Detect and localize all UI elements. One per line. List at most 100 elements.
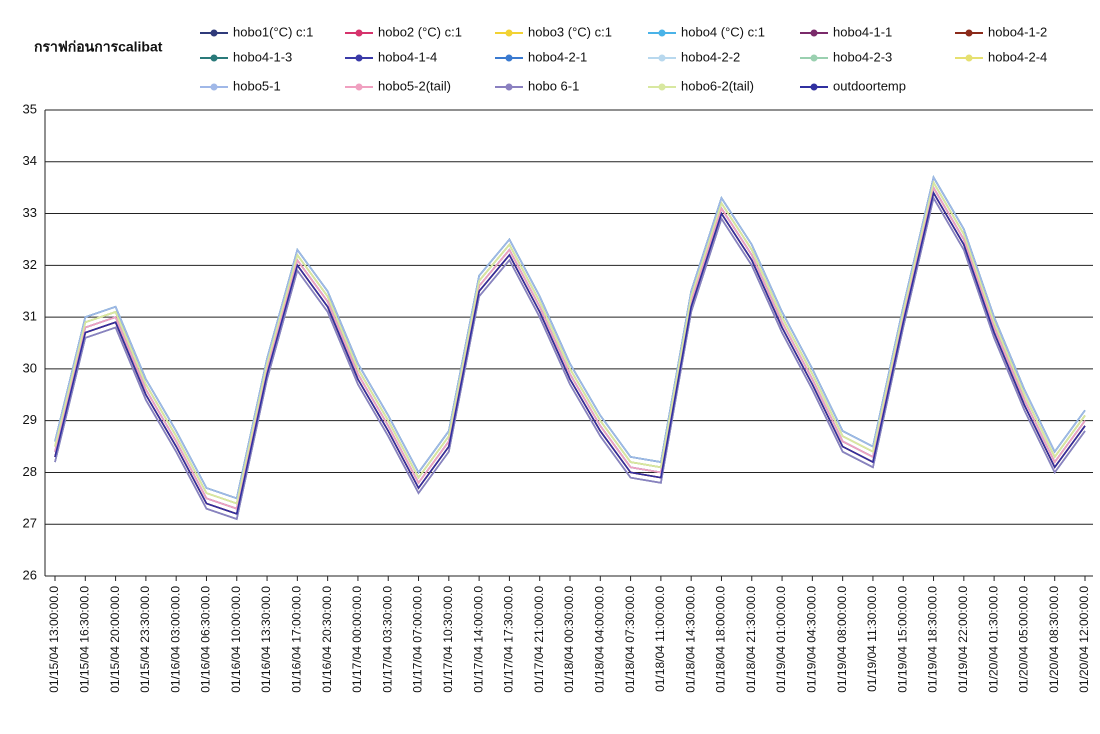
x-tick-label: 01/17/04 03:30:00.0 xyxy=(380,586,394,693)
x-tick-label: 01/15/04 13:00:00.0 xyxy=(47,586,61,693)
legend-item: outdoortemp xyxy=(800,78,906,93)
x-tick-label: 01/15/04 16:30:00.0 xyxy=(77,586,91,693)
y-tick-label: 32 xyxy=(23,257,37,272)
x-tick-label: 01/16/04 17:00:00.0 xyxy=(290,586,304,693)
legend-marker xyxy=(965,54,973,62)
legend-label: hobo4-2-4 xyxy=(988,49,1047,64)
x-tick-label: 01/16/04 10:00:00.0 xyxy=(229,586,243,693)
y-tick-label: 29 xyxy=(23,412,37,427)
x-tick-label: 01/19/04 22:00:00.0 xyxy=(956,586,970,693)
legend-item: hobo4-1-3 xyxy=(200,49,292,64)
legend-label: hobo4-2-1 xyxy=(528,49,587,64)
legend-marker xyxy=(210,54,218,62)
legend-item: hobo4-2-4 xyxy=(955,49,1047,64)
legend-label: hobo4-2-3 xyxy=(833,49,892,64)
y-tick-label: 28 xyxy=(23,464,37,479)
legend-label: hobo1(°C) c:1 xyxy=(233,24,313,39)
x-tick-label: 01/17/04 17:30:00.0 xyxy=(502,586,516,693)
x-tick-label: 01/15/04 23:30:00.0 xyxy=(138,586,152,693)
x-tick-label: 01/18/04 00:30:00.0 xyxy=(562,586,576,693)
x-tick-label: 01/19/04 08:00:00.0 xyxy=(835,586,849,693)
x-tick-label: 01/20/04 05:00:00.0 xyxy=(1017,586,1031,693)
y-tick-label: 27 xyxy=(23,516,37,531)
y-tick-label: 26 xyxy=(23,567,37,582)
x-tick-label: 01/20/04 08:30:00.0 xyxy=(1047,586,1061,693)
series-line xyxy=(54,180,1086,505)
x-tick-label: 01/19/04 04:30:00.0 xyxy=(805,586,819,693)
x-tick-label: 01/19/04 01:00:00.0 xyxy=(774,586,788,693)
x-tick-label: 01/16/04 03:00:00.0 xyxy=(168,586,182,693)
x-tick-label: 01/17/04 10:30:00.0 xyxy=(441,586,455,693)
legend-marker xyxy=(355,54,363,62)
legend-marker xyxy=(965,29,973,37)
legend-item: hobo4 (°C) c:1 xyxy=(648,24,765,39)
legend-marker xyxy=(810,54,818,62)
legend-marker xyxy=(210,29,218,37)
legend-marker xyxy=(505,83,513,91)
x-tick-label: 01/17/04 14:00:00.0 xyxy=(471,586,485,693)
x-tick-label: 01/19/04 11:30:00.0 xyxy=(865,586,879,692)
legend-marker xyxy=(810,83,818,91)
legend-item: hobo 6-1 xyxy=(495,78,579,93)
x-tick-label: 01/18/04 11:00:00.0 xyxy=(653,586,667,692)
x-tick-label: 01/17/04 07:00:00.0 xyxy=(411,586,425,693)
y-tick-label: 33 xyxy=(23,205,37,220)
x-tick-label: 01/16/04 13:30:00.0 xyxy=(259,586,273,693)
legend-marker xyxy=(658,54,666,62)
x-tick-label: 01/18/04 21:30:00.0 xyxy=(744,586,758,693)
legend-item: hobo1(°C) c:1 xyxy=(200,24,313,39)
x-tick-label: 01/18/04 04:00:00.0 xyxy=(592,586,606,693)
x-tick-label: 01/18/04 07:30:00.0 xyxy=(623,586,637,693)
legend-item: hobo4-2-2 xyxy=(648,49,740,64)
legend-label: outdoortemp xyxy=(833,78,906,93)
legend-item: hobo2 (°C) c:1 xyxy=(345,24,462,39)
legend-marker xyxy=(658,83,666,91)
legend-item: hobo6-2(tail) xyxy=(648,78,754,93)
legend-marker xyxy=(355,29,363,37)
legend-label: hobo4-1-2 xyxy=(988,24,1047,39)
x-tick-label: 01/16/04 20:30:00.0 xyxy=(320,586,334,693)
legend-item: hobo4-2-1 xyxy=(495,49,587,64)
x-tick-label: 01/17/04 00:00:00.0 xyxy=(350,586,364,693)
legend-label: hobo5-1 xyxy=(233,78,281,93)
y-tick-label: 31 xyxy=(23,309,37,324)
series-line xyxy=(54,185,1086,510)
legend-label: hobo3 (°C) c:1 xyxy=(528,24,612,39)
x-tick-label: 01/19/04 15:00:00.0 xyxy=(895,586,909,693)
legend-label: hobo4-2-2 xyxy=(681,49,740,64)
legend-marker xyxy=(810,29,818,37)
legend-label: hobo4-1-4 xyxy=(378,49,437,64)
legend-item: hobo4-1-1 xyxy=(800,24,892,39)
legend-item: hobo4-2-3 xyxy=(800,49,892,64)
x-tick-label: 01/18/04 18:00:00.0 xyxy=(714,586,728,693)
series-line xyxy=(54,190,1086,515)
x-tick-label: 01/17/04 21:00:00.0 xyxy=(532,586,546,693)
legend-marker xyxy=(505,29,513,37)
legend-item: hobo5-2(tail) xyxy=(345,78,451,93)
legend-item: hobo4-1-2 xyxy=(955,24,1047,39)
x-tick-label: 01/19/04 18:30:00.0 xyxy=(926,586,940,693)
legend-label: hobo4 (°C) c:1 xyxy=(681,24,765,39)
x-tick-label: 01/18/04 14:30:00.0 xyxy=(683,586,697,693)
legend-marker xyxy=(355,83,363,91)
legend-label: hobo2 (°C) c:1 xyxy=(378,24,462,39)
y-tick-label: 35 xyxy=(23,101,37,116)
x-tick-label: 01/16/04 06:30:00.0 xyxy=(199,586,213,693)
y-tick-label: 34 xyxy=(23,153,37,168)
legend-label: hobo 6-1 xyxy=(528,78,579,93)
legend-label: hobo5-2(tail) xyxy=(378,78,451,93)
x-tick-label: 01/15/04 20:00:00.0 xyxy=(108,586,122,693)
legend-label: hobo6-2(tail) xyxy=(681,78,754,93)
series-line xyxy=(54,195,1086,521)
legend-item: hobo4-1-4 xyxy=(345,49,437,64)
legend-label: hobo4-1-3 xyxy=(233,49,292,64)
legend-label: hobo4-1-1 xyxy=(833,24,892,39)
legend-marker xyxy=(210,83,218,91)
y-tick-label: 30 xyxy=(23,360,37,375)
legend-marker xyxy=(505,54,513,62)
legend-item: hobo3 (°C) c:1 xyxy=(495,24,612,39)
series-line xyxy=(54,175,1086,500)
x-tick-label: 01/20/04 01:30:00.0 xyxy=(986,586,1000,693)
